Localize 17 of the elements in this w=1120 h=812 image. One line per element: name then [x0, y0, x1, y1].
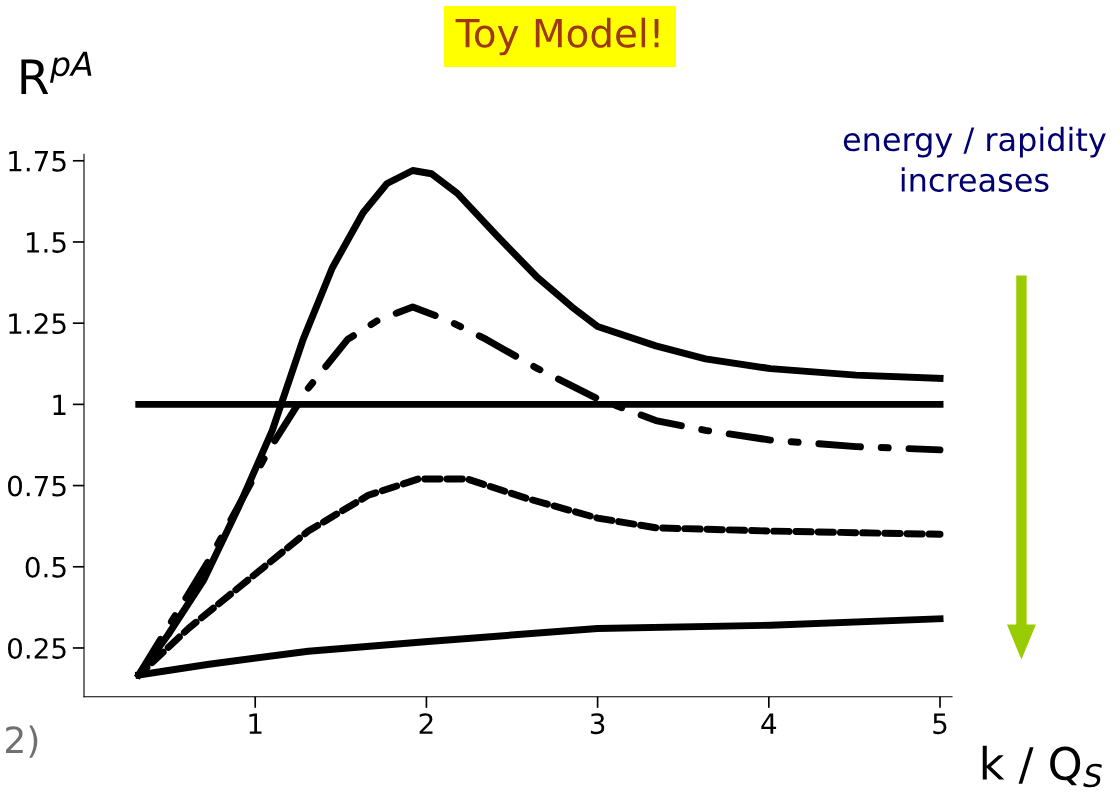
y-tick-label: 1.5	[26, 232, 66, 253]
y-axis-title: R$^{pA}$	[21, 51, 92, 94]
y-tick-label: 1	[53, 394, 66, 415]
x-tick-label: 2	[419, 713, 433, 734]
y-tick-label: 0.25	[8, 637, 66, 659]
annotation: energy / rapidity increases	[843, 126, 1106, 192]
y-tick-label: 1.75	[9, 151, 66, 172]
x-tick-label: 1	[249, 713, 262, 734]
y-tick-label: 0.5	[25, 556, 66, 578]
chart-title: Toy Model!	[455, 17, 659, 56]
y-tick-label: 0.75	[8, 475, 66, 497]
x-tick-label: 5	[933, 713, 947, 735]
x-tick-label: 4	[761, 713, 777, 734]
x-axis-title: k / Q$_{S}$	[982, 745, 1102, 788]
x-tick-label: 3	[590, 713, 605, 735]
text: 2)	[6, 725, 38, 758]
y-tick-label: 1.25	[9, 313, 66, 335]
